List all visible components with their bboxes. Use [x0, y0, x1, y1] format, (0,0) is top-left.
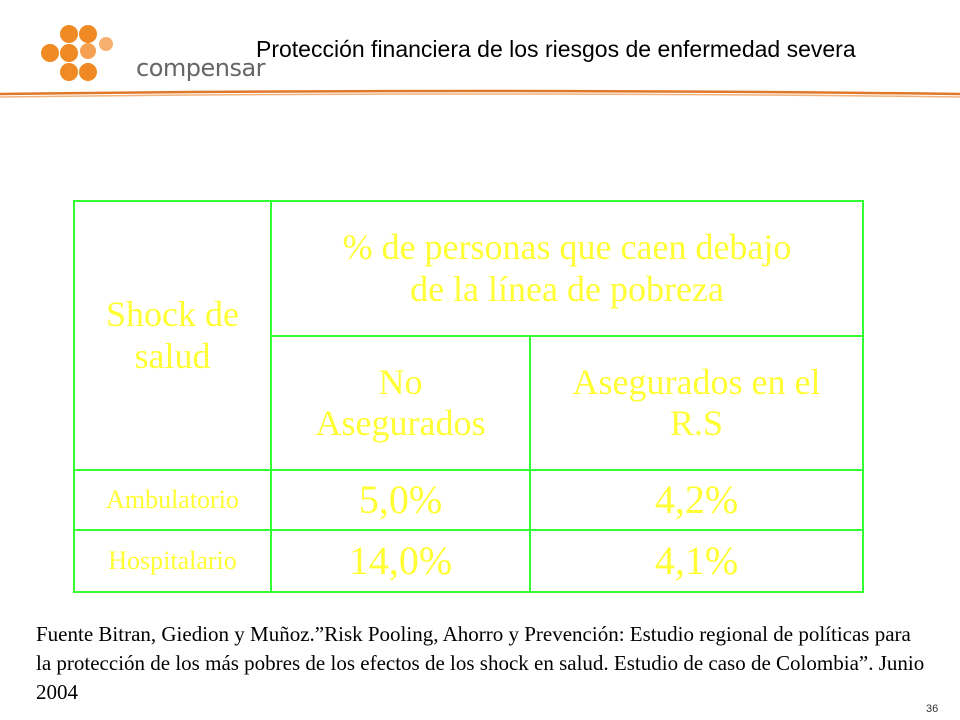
row-header-cell: Shock de salud [73, 200, 272, 471]
header-divider [0, 89, 960, 98]
col-header-2-line-1: Asegurados en el [572, 361, 821, 402]
value-cell: 14,0% [270, 529, 531, 593]
table-row: Hospitalario 14,0% 4,1% [73, 529, 864, 593]
source-note: Fuente Bitran, Giedion y Muñoz.”Risk Poo… [36, 622, 925, 704]
page-title: Protección financiera de los riesgos de … [256, 36, 856, 62]
page-number: 36 [926, 703, 939, 715]
col-header-1-line-1: No [378, 361, 423, 402]
col-header-2-line-2: R.S [669, 403, 724, 443]
table-row: Ambulatorio 5,0% 4,2% [73, 469, 864, 531]
row-label-hospitalario: Hospitalario [73, 529, 272, 593]
col-header-asegurados-rs: Asegurados en el R.S [529, 335, 864, 471]
main-header-cell: % de personas que caen debajo de la líne… [270, 200, 864, 337]
value-cell: 4,1% [529, 529, 864, 593]
logo-circles-icon [41, 25, 113, 81]
logo-wordmark: compensar [136, 54, 266, 82]
row-label-ambulatorio: Ambulatorio [73, 469, 272, 531]
col-header-no-asegurados: No Asegurados [270, 335, 531, 471]
compensar-logo: compensar [36, 20, 266, 90]
row-header-line-1: Shock de [106, 294, 239, 335]
main-header-line-2: de la línea de pobreza [410, 268, 724, 309]
value-cell: 4,2% [529, 469, 864, 531]
main-header-line-1: % de personas que caen debajo [342, 227, 792, 268]
row-header-line-2: salud [134, 335, 211, 376]
poverty-table: Shock de salud % de personas que caen de… [73, 200, 864, 593]
col-header-1-line-2: Asegurados [315, 403, 486, 443]
value-cell: 5,0% [270, 469, 531, 531]
